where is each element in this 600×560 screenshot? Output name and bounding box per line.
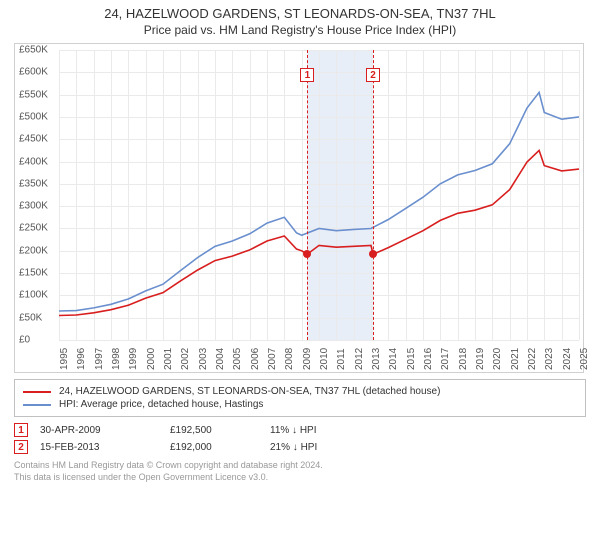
event-date: 30-APR-2009 <box>40 425 170 436</box>
title-subtitle: Price paid vs. HM Land Registry's House … <box>0 23 600 37</box>
event-marker-box: 1 <box>14 423 28 437</box>
series-svg <box>59 50 579 340</box>
gridline-v <box>579 50 580 340</box>
footer: 24, HAZELWOOD GARDENS, ST LEONARDS-ON-SE… <box>14 379 586 483</box>
sale-marker-line <box>373 50 374 340</box>
y-axis-label: £600K <box>15 67 55 78</box>
y-axis-label: £500K <box>15 111 55 122</box>
credits: Contains HM Land Registry data © Crown c… <box>14 460 586 483</box>
chart-area: £0 £50K £100K £150K £200K £250K £300K £350K £400… <box>14 43 584 373</box>
series-hpi <box>59 92 579 311</box>
sale-marker-box: 2 <box>366 68 380 82</box>
event-price: £192,000 <box>170 442 270 453</box>
legend: 24, HAZELWOOD GARDENS, ST LEONARDS-ON-SE… <box>14 379 586 417</box>
chart-titles: 24, HAZELWOOD GARDENS, ST LEONARDS-ON-SE… <box>0 0 600 37</box>
credits-line2: This data is licensed under the Open Gov… <box>14 472 586 484</box>
y-axis-label: £0 <box>15 335 55 346</box>
sale-marker-dot <box>303 250 311 258</box>
sale-marker-dot <box>369 250 377 258</box>
event-row: 1 30-APR-2009£192,50011% ↓ HPI <box>14 423 586 437</box>
event-date: 15-FEB-2013 <box>40 442 170 453</box>
y-axis-label: £100K <box>15 290 55 301</box>
plot-region <box>59 50 579 340</box>
y-axis-label: £250K <box>15 223 55 234</box>
legend-label: HPI: Average price, detached house, Hast… <box>59 399 263 410</box>
sale-marker-line <box>307 50 308 340</box>
event-row: 2 15-FEB-2013£192,00021% ↓ HPI <box>14 440 586 454</box>
y-axis-label: £300K <box>15 201 55 212</box>
sale-marker-box: 1 <box>300 68 314 82</box>
y-axis-label: £650K <box>15 45 55 56</box>
event-marker-box: 2 <box>14 440 28 454</box>
y-axis-label: £50K <box>15 312 55 323</box>
legend-swatch <box>23 391 51 393</box>
credits-line1: Contains HM Land Registry data © Crown c… <box>14 460 586 472</box>
y-axis-label: £550K <box>15 89 55 100</box>
y-axis-label: £150K <box>15 268 55 279</box>
legend-label: 24, HAZELWOOD GARDENS, ST LEONARDS-ON-SE… <box>59 386 440 397</box>
y-axis-label: £400K <box>15 156 55 167</box>
event-diff: 21% ↓ HPI <box>270 442 340 453</box>
sale-events: 1 30-APR-2009£192,50011% ↓ HPI 2 15-FEB-201… <box>14 423 586 454</box>
series-property <box>59 150 579 315</box>
gridline-h <box>59 340 579 341</box>
y-axis-label: £350K <box>15 178 55 189</box>
event-diff: 11% ↓ HPI <box>270 425 340 436</box>
y-axis-label: £450K <box>15 134 55 145</box>
legend-swatch <box>23 404 51 406</box>
event-price: £192,500 <box>170 425 270 436</box>
y-axis-label: £200K <box>15 245 55 256</box>
page: 24, HAZELWOOD GARDENS, ST LEONARDS-ON-SE… <box>0 0 600 483</box>
legend-item: 24, HAZELWOOD GARDENS, ST LEONARDS-ON-SE… <box>23 386 577 397</box>
title-address: 24, HAZELWOOD GARDENS, ST LEONARDS-ON-SE… <box>0 6 600 21</box>
legend-item: HPI: Average price, detached house, Hast… <box>23 399 577 410</box>
